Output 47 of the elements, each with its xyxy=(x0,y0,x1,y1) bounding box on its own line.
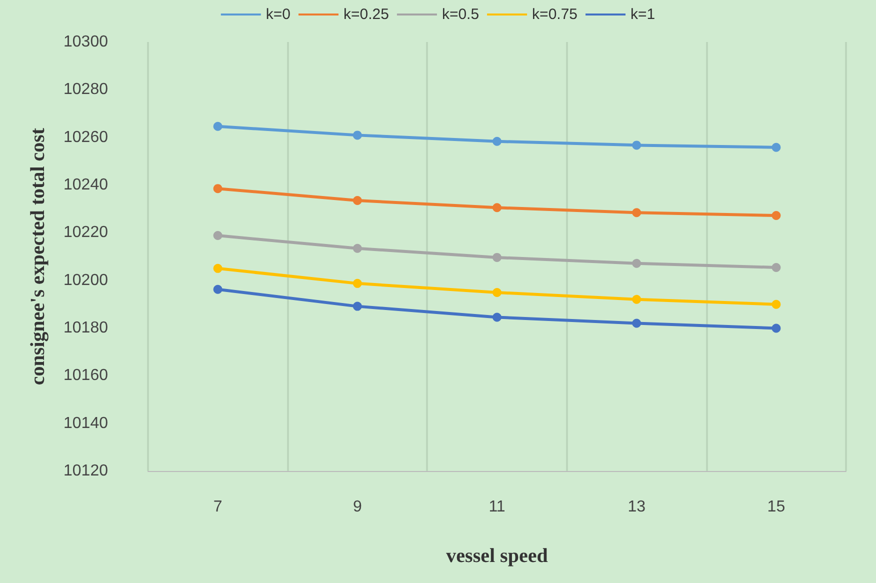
x-tick-label: 7 xyxy=(213,498,222,516)
point xyxy=(632,140,642,150)
legend-label: k=0.25 xyxy=(343,6,389,23)
point xyxy=(492,203,502,212)
y-tick-label: 10260 xyxy=(64,128,108,146)
point xyxy=(632,208,642,218)
x-tick-label: 11 xyxy=(488,498,506,516)
legend-label: k=0.75 xyxy=(532,6,578,23)
point xyxy=(492,288,502,297)
y-tick-label: 10300 xyxy=(64,34,108,50)
point xyxy=(632,318,642,328)
y-tick-label: 10180 xyxy=(64,320,108,336)
y-tick-label: 10160 xyxy=(64,367,108,384)
y-tick-label: 10240 xyxy=(64,176,108,194)
point xyxy=(352,244,362,253)
x-tick-label: 9 xyxy=(352,498,362,516)
point xyxy=(213,122,222,131)
point xyxy=(632,294,642,304)
point xyxy=(352,278,362,288)
legend-label: k=1 xyxy=(630,6,656,23)
point xyxy=(492,312,502,322)
y-tick-label: 10140 xyxy=(64,414,108,432)
point xyxy=(492,136,502,146)
point xyxy=(772,211,781,220)
point xyxy=(492,252,502,262)
y-axis-title: consignee's expected total cost xyxy=(27,128,49,386)
point xyxy=(213,231,222,240)
y-tick-label: 10200 xyxy=(64,272,108,289)
point xyxy=(352,130,362,140)
point xyxy=(213,264,222,273)
point xyxy=(772,324,781,333)
point xyxy=(352,196,362,205)
point xyxy=(213,284,222,294)
x-tick-label: 15 xyxy=(767,498,786,516)
legend-label: k=0 xyxy=(266,6,290,23)
legend-label: k=0.5 xyxy=(442,6,480,23)
point xyxy=(772,300,781,309)
x-tick-label: 13 xyxy=(628,498,646,516)
point xyxy=(352,302,362,311)
y-tick-label: 10220 xyxy=(64,224,108,242)
x-axis-title: vessel speed xyxy=(446,545,548,567)
point xyxy=(213,184,222,194)
point xyxy=(632,258,642,268)
point xyxy=(772,142,781,152)
y-tick-label: 10280 xyxy=(64,81,108,98)
y-tick-label: 10120 xyxy=(64,462,108,480)
point xyxy=(772,262,781,272)
